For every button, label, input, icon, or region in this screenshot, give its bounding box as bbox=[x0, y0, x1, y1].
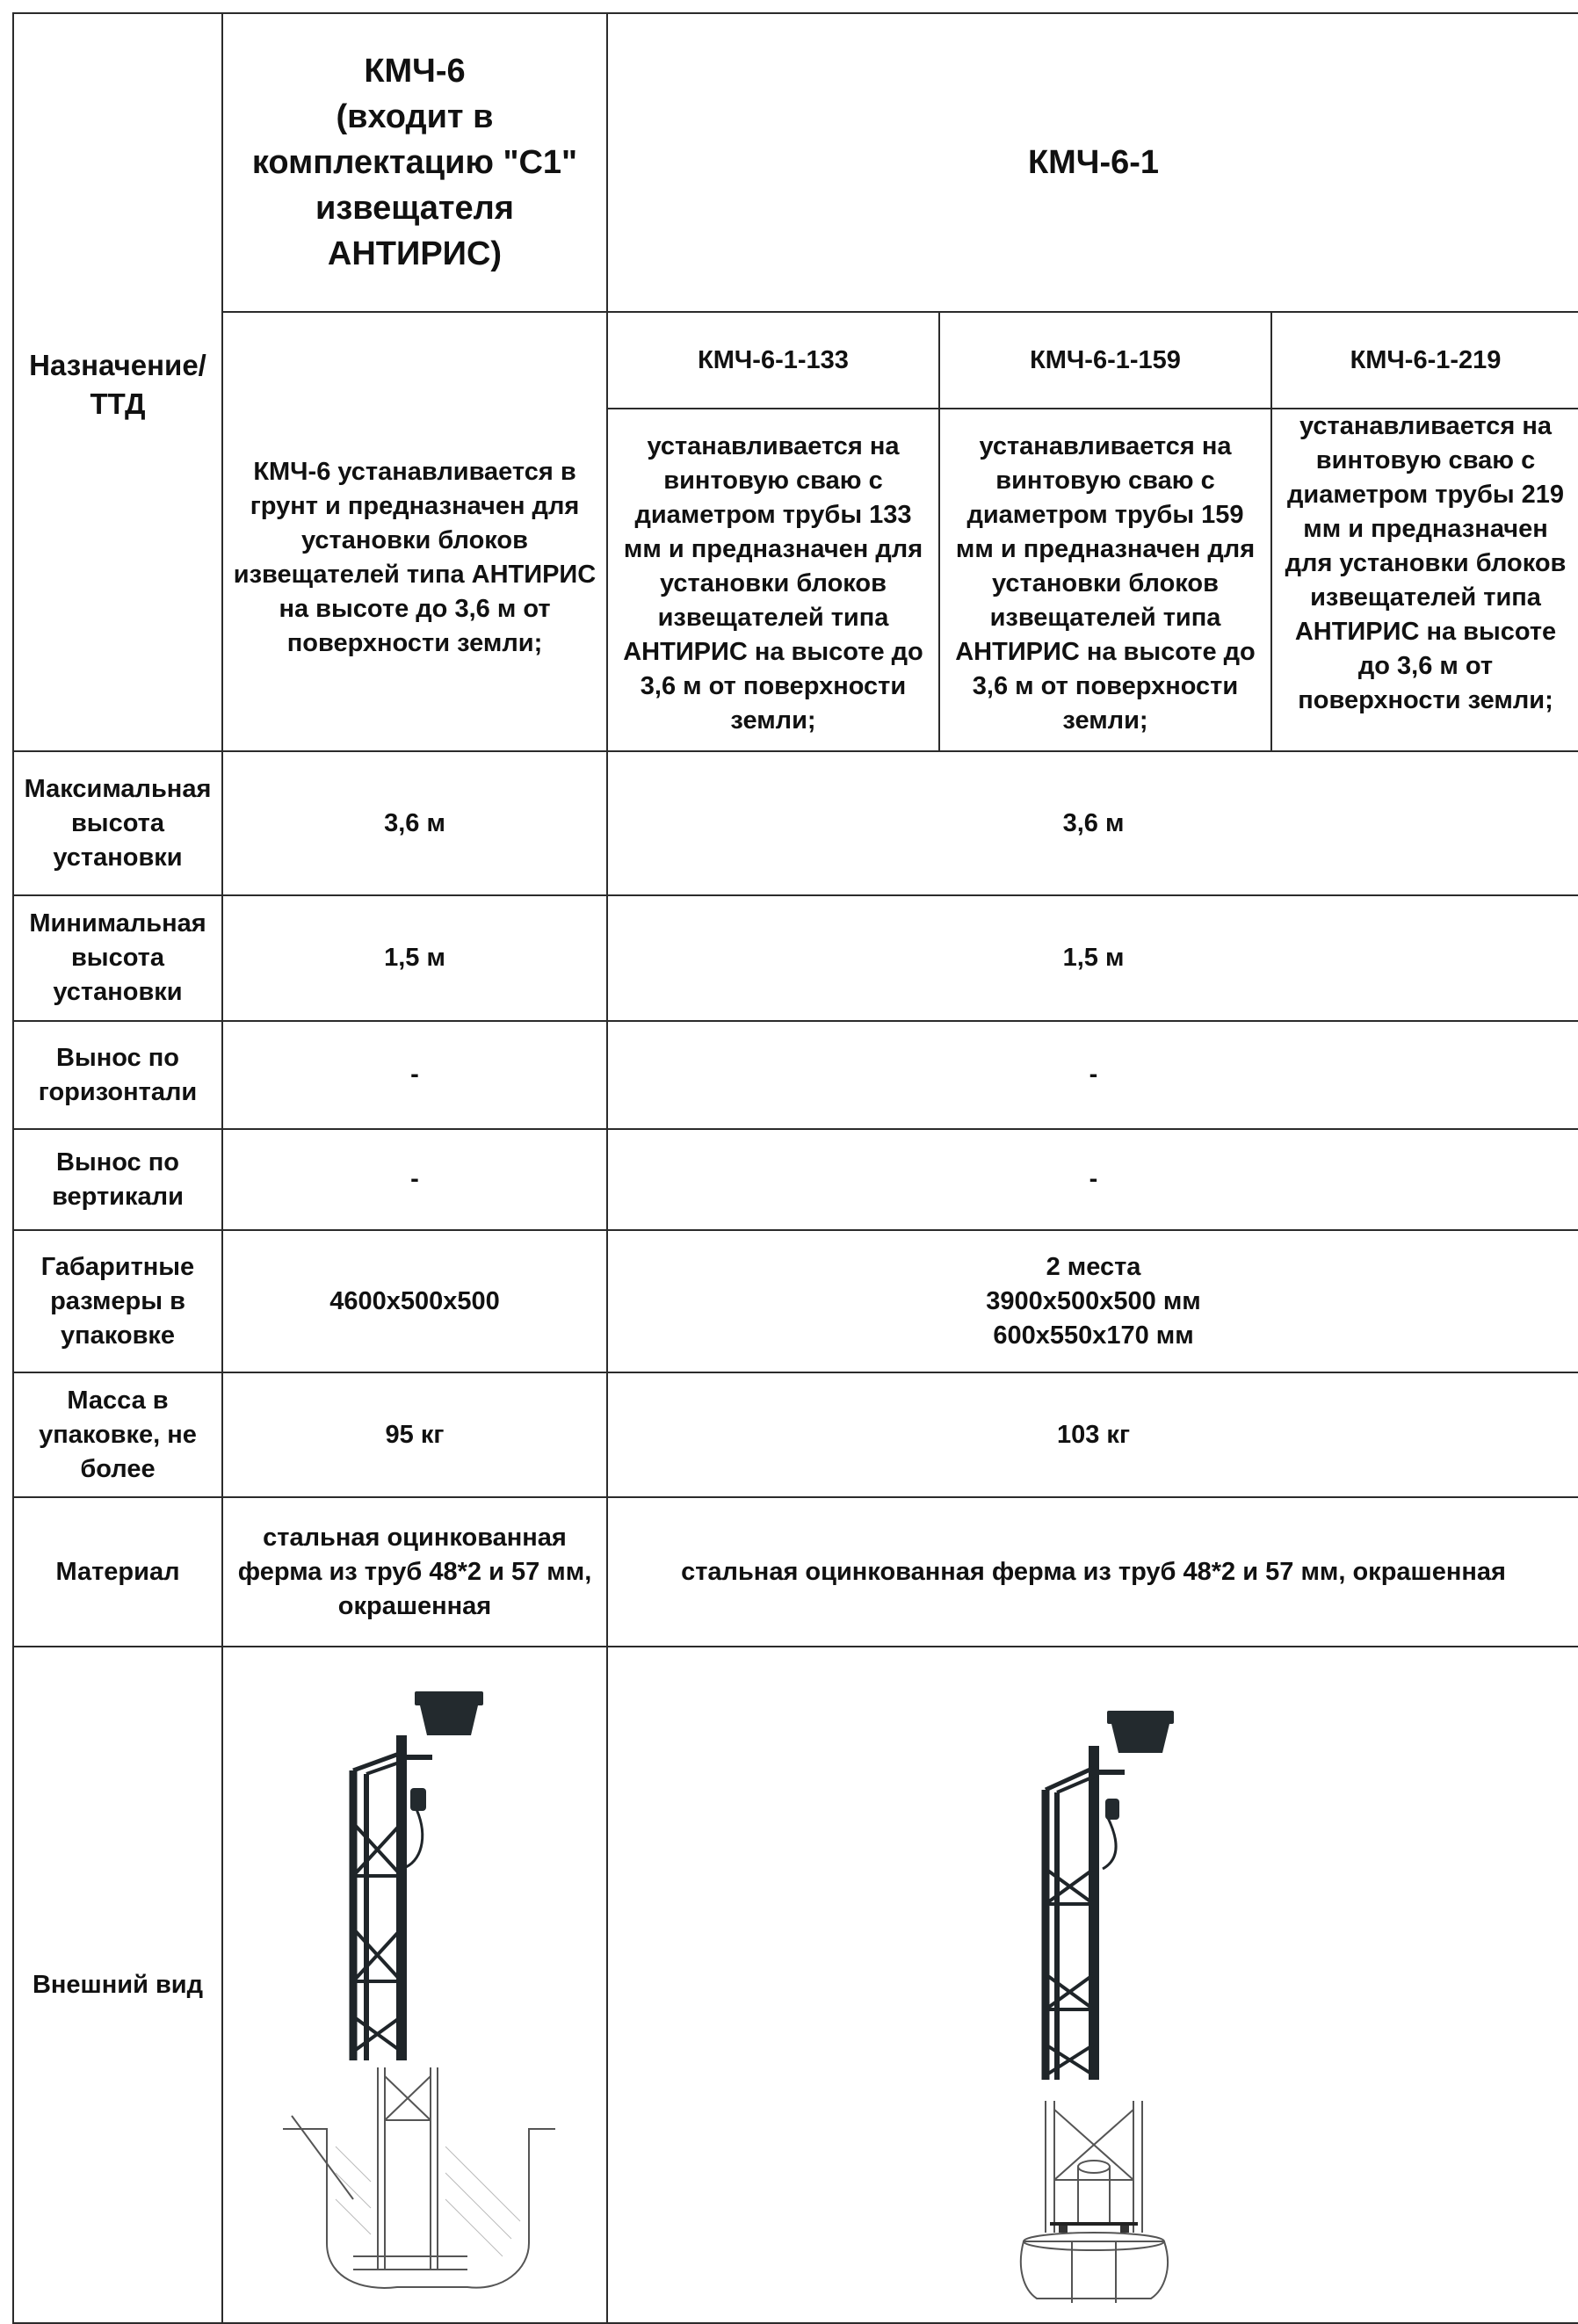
kmch6-value: 95 кг bbox=[221, 1372, 608, 1498]
row-label: Материал bbox=[12, 1496, 223, 1647]
kmch6-title-cell: КМЧ-6 (входит в комплектацию "С1" извеща… bbox=[221, 12, 608, 313]
row-label: Масса в упаковке, не более bbox=[12, 1372, 223, 1498]
kmch61-value: 1,5 м bbox=[605, 894, 1578, 1022]
variant-description: устанавливается на винтовую сваю с диаме… bbox=[955, 431, 1256, 735]
row-header-label: Назначение/ ТТД bbox=[29, 349, 206, 420]
dimension-line: 2 места bbox=[1046, 1252, 1141, 1281]
table-row: Материал стальная оцинкованная ферма из … bbox=[12, 1496, 1578, 1647]
kmch61-screw-pile-drawing bbox=[1019, 2101, 1169, 2303]
kmch61-value: 103 кг bbox=[605, 1372, 1578, 1498]
variant-description: устанавливается на винтовую сваю с диаме… bbox=[623, 431, 923, 735]
kmch6-value: 3,6 м bbox=[221, 750, 608, 896]
kmch6-value: 1,5 м bbox=[221, 894, 608, 1022]
kmch6-value: - bbox=[221, 1128, 608, 1231]
variant-name: КМЧ-6-1-159 bbox=[1030, 345, 1181, 374]
table-row: Габаритные размеры в упаковке 4600х500х5… bbox=[12, 1229, 1578, 1373]
kmch6-title-line: извещателя bbox=[315, 190, 514, 227]
kmch61-value: 3,6 м bbox=[605, 750, 1578, 896]
row-label: Вынос по вертикали bbox=[12, 1128, 223, 1231]
kmch6-value: - bbox=[221, 1020, 608, 1130]
variant-description: устанавливается на винтовую сваю с диаме… bbox=[1285, 412, 1567, 714]
row-label: Вынос по горизонтали bbox=[12, 1020, 223, 1130]
kmch6-description-cell: КМЧ-6 устанавливается в грунт и предназн… bbox=[221, 311, 608, 752]
kmch61-value: - bbox=[605, 1128, 1578, 1231]
kmch6-title-line: комплектацию "С1" bbox=[251, 144, 578, 181]
row-header-cell: Назначение/ ТТД bbox=[12, 12, 223, 752]
kmch6-value: 4600х500х500 bbox=[221, 1229, 608, 1373]
row-label: Габаритные размеры в упаковке bbox=[12, 1229, 223, 1373]
variant-name-cell: КМЧ-6-1-219 bbox=[1270, 311, 1578, 409]
variant-name-cell: КМЧ-6-1-159 bbox=[938, 311, 1272, 409]
kmch6-title-line: КМЧ-6 bbox=[364, 53, 466, 90]
variant-description-cell: устанавливается на винтовую сваю с диаме… bbox=[938, 408, 1272, 752]
row-label: Внешний вид bbox=[12, 1646, 223, 2324]
appearance-row: Внешний вид bbox=[12, 1646, 1578, 2324]
table-row: Минимальная высота установки 1,5 м 1,5 м bbox=[12, 894, 1578, 1022]
kmch61-title: КМЧ-6-1 bbox=[1027, 144, 1160, 181]
kmch6-title-line: (входит в bbox=[336, 98, 494, 135]
kmch6-appearance-cell bbox=[221, 1646, 608, 2324]
dimension-line: 600х550х170 мм bbox=[993, 1321, 1194, 1350]
row-label: Минимальная высота установки bbox=[12, 894, 223, 1022]
variant-description-cell: устанавливается на винтовую сваю с диаме… bbox=[1270, 408, 1578, 752]
detector-block-icon bbox=[410, 1691, 483, 1811]
kmch61-value: стальная оцинкованная ферма из труб 48*2… bbox=[605, 1496, 1578, 1647]
variant-name: КМЧ-6-1-219 bbox=[1350, 345, 1502, 374]
table-row: Масса в упаковке, не более 95 кг 103 кг bbox=[12, 1372, 1578, 1498]
variant-description-cell: устанавливается на винтовую сваю с диаме… bbox=[606, 408, 940, 752]
kmch6-value: стальная оцинкованная ферма из труб 48*2… bbox=[221, 1496, 608, 1647]
kmch6-foundation-drawing bbox=[283, 2067, 555, 2289]
spec-table: Назначение/ ТТД КМЧ-6 (входит в комплект… bbox=[12, 12, 1578, 2324]
row-label: Максимальная высота установки bbox=[12, 750, 223, 896]
kmch61-value: 2 места 3900х500х500 мм 600х550х170 мм bbox=[605, 1229, 1578, 1373]
kmch6-description: КМЧ-6 устанавливается в грунт и предназн… bbox=[233, 458, 597, 657]
kmch61-value: - bbox=[605, 1020, 1578, 1130]
table-row: Вынос по горизонтали - - bbox=[12, 1020, 1578, 1130]
variant-name-cell: КМЧ-6-1-133 bbox=[606, 311, 940, 409]
kmch61-mast-illustration bbox=[1041, 1711, 1174, 2080]
variant-name: КМЧ-6-1-133 bbox=[698, 345, 849, 374]
kmch6-mast-illustration bbox=[349, 1691, 483, 2060]
kmch61-appearance-cell bbox=[605, 1646, 1578, 2324]
dimension-line: 3900х500х500 мм bbox=[986, 1286, 1201, 1315]
table-row: Максимальная высота установки 3,6 м 3,6 … bbox=[12, 750, 1578, 896]
kmch6-title-line: АНТИРИС) bbox=[327, 235, 503, 272]
table-row: Вынос по вертикали - - bbox=[12, 1128, 1578, 1231]
detector-block-icon bbox=[1104, 1711, 1174, 1820]
kmch61-title-cell: КМЧ-6-1 bbox=[605, 12, 1578, 313]
